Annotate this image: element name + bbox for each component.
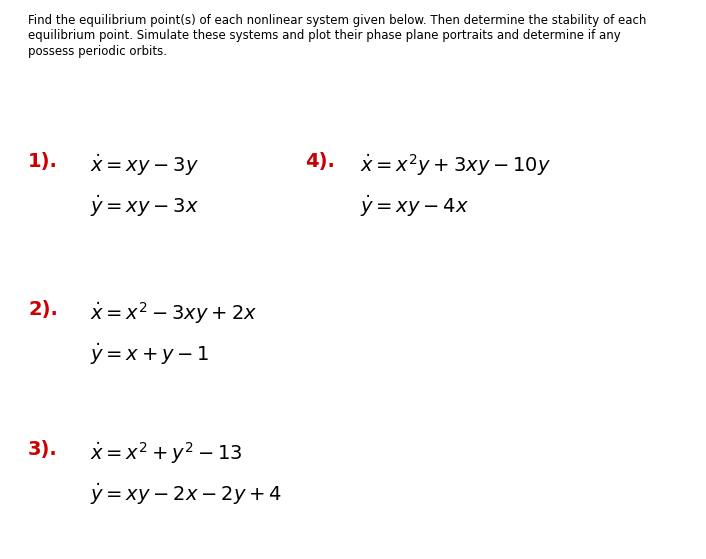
Text: $\dot{y} = xy - 3x$: $\dot{y} = xy - 3x$ — [90, 193, 199, 219]
Text: Find the equilibrium point(s) of each nonlinear system given below. Then determi: Find the equilibrium point(s) of each no… — [28, 14, 647, 27]
Text: possess periodic orbits.: possess periodic orbits. — [28, 45, 167, 58]
Text: $\dot{x} = x^2 - 3xy + 2x$: $\dot{x} = x^2 - 3xy + 2x$ — [90, 300, 257, 326]
Text: 2).: 2). — [28, 300, 58, 319]
Text: $\dot{x} = x^2 + y^2 - 13$: $\dot{x} = x^2 + y^2 - 13$ — [90, 440, 242, 466]
Text: $\dot{x} = x^2y + 3xy - 10y$: $\dot{x} = x^2y + 3xy - 10y$ — [360, 152, 551, 178]
Text: 4).: 4). — [305, 152, 335, 171]
Text: $\dot{y} = x + y - 1$: $\dot{y} = x + y - 1$ — [90, 341, 210, 367]
Text: 1).: 1). — [28, 152, 58, 171]
Text: $\dot{x} = xy - 3y$: $\dot{x} = xy - 3y$ — [90, 152, 199, 178]
Text: 3).: 3). — [28, 440, 58, 459]
Text: $\dot{y} = xy - 4x$: $\dot{y} = xy - 4x$ — [360, 193, 469, 219]
Text: equilibrium point. Simulate these systems and plot their phase plane portraits a: equilibrium point. Simulate these system… — [28, 30, 621, 42]
Text: $\dot{y} = xy - 2x - 2y + 4$: $\dot{y} = xy - 2x - 2y + 4$ — [90, 481, 282, 506]
